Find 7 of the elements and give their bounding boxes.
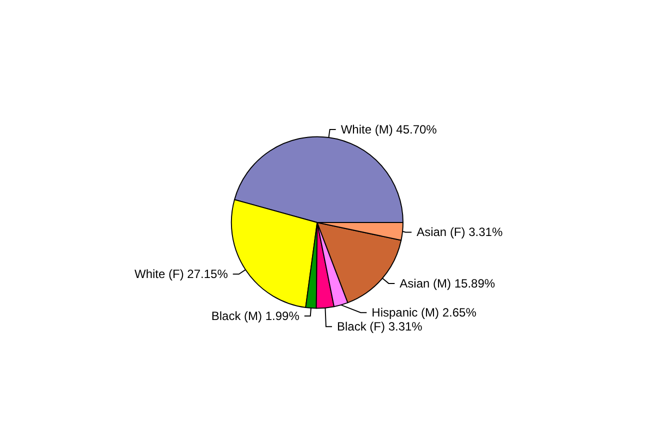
slice-label: Hispanic (M) 2.65% [372, 306, 477, 320]
slice-label: Asian (F) 3.31% [416, 225, 503, 240]
slice-label: Black (M) 1.99% [211, 309, 300, 324]
slice-label: Black (F) 3.31% [336, 320, 423, 334]
slice-label: White (F) 27.15% [134, 267, 228, 282]
slice-label: Asian (M) 15.89% [400, 276, 496, 290]
slice-label: White (M) 45.70% [340, 122, 438, 137]
